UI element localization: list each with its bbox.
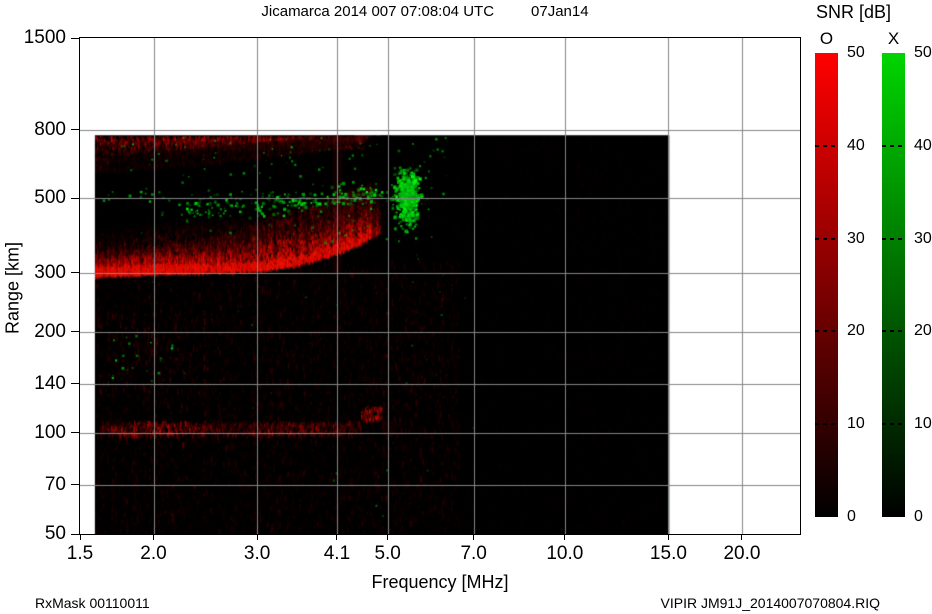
plot-title-main: Jicamarca 2014 007 07:08:04 UTC <box>261 3 495 20</box>
plot-title: Jicamarca 2014 007 07:08:04 UTC 07Jan14 <box>0 3 850 20</box>
x-tick-mark <box>564 535 566 540</box>
x-tick-mark <box>256 535 258 540</box>
x-tick-mark <box>336 535 338 540</box>
y-axis-title: Range [km] <box>2 241 23 335</box>
y-tick-label: 500 <box>34 187 66 209</box>
y-tick-mark <box>71 432 79 434</box>
colorbar-tick-dash <box>882 144 905 147</box>
x-tick-mark <box>741 535 743 540</box>
y-tick-label: 50 <box>44 523 66 544</box>
x-tick-label: 1.5 <box>66 543 94 564</box>
colorbar-x <box>882 53 905 517</box>
colorbar-tick-label: 40 <box>847 136 865 154</box>
colorbar-tick-label: 10 <box>914 415 932 433</box>
x-tick-mark <box>79 535 81 540</box>
y-tick-mark <box>71 533 79 535</box>
y-tick-mark <box>71 383 79 385</box>
x-tick-label: 4.1 <box>323 543 351 564</box>
colorbar-tick-label: 30 <box>914 229 932 247</box>
colorbar-tick-label: 50 <box>847 44 865 61</box>
x-tick-mark <box>387 535 389 540</box>
y-tick-label: 140 <box>34 372 66 394</box>
plot-frame <box>79 37 801 535</box>
y-tick-label: 100 <box>34 421 66 443</box>
y-tick-mark <box>71 197 79 199</box>
colorbar-tick-label: 0 <box>914 508 923 525</box>
y-tick-mark <box>71 37 79 39</box>
colorbar-x-label: X <box>887 29 900 48</box>
footer-rxmask: RxMask 00110011 <box>35 595 150 611</box>
colorbar-title: SNR [dB] <box>816 2 892 22</box>
colorbar-tick-label: 20 <box>847 322 865 340</box>
y-tick-label: 70 <box>44 473 66 495</box>
colorbar-tick-dash <box>815 237 838 240</box>
colorbar-o <box>815 53 838 517</box>
x-tick-label: 5.0 <box>374 543 401 564</box>
x-tick-label: 3.0 <box>243 543 271 564</box>
x-tick-mark <box>667 535 669 540</box>
x-axis-title: Frequency [MHz] <box>371 572 509 592</box>
colorbar-tick-dash <box>882 423 905 426</box>
colorbar-tick-label: 40 <box>914 136 932 154</box>
x-tick-mark <box>473 535 475 540</box>
colorbar-tick-label: 30 <box>847 229 865 247</box>
colorbar-tick-dash <box>815 423 838 426</box>
ionogram-canvas <box>80 38 800 534</box>
colorbar-tick-label: 0 <box>847 508 856 525</box>
y-tick-label: 800 <box>34 118 66 140</box>
x-tick-label: 2.0 <box>140 543 167 564</box>
x-tick-mark <box>153 535 155 540</box>
x-tick-label: 20.0 <box>723 543 761 564</box>
y-tick-label: 1500 <box>23 27 66 48</box>
colorbar-o-label: O <box>819 29 834 48</box>
y-tick-mark <box>71 331 79 333</box>
x-tick-label: 7.0 <box>460 543 487 564</box>
y-tick-mark <box>71 272 79 274</box>
colorbar-tick-dash <box>882 330 905 333</box>
colorbar-tick-label: 20 <box>914 322 932 340</box>
colorbar-tick-label: 10 <box>847 415 865 433</box>
colorbar-tick-dash <box>815 330 838 333</box>
colorbar-tick-dash <box>882 237 905 240</box>
colorbar-tick-label: 50 <box>914 44 932 61</box>
y-tick-mark <box>71 484 79 486</box>
plot-title-date: 07Jan14 <box>531 3 589 20</box>
x-tick-label: 10.0 <box>546 543 584 564</box>
colorbar-tick-dash <box>815 144 838 147</box>
x-tick-label: 15.0 <box>649 543 687 564</box>
footer-filename: VIPIR JM91J_2014007070804.RIQ <box>660 595 880 611</box>
y-tick-mark <box>71 129 79 131</box>
